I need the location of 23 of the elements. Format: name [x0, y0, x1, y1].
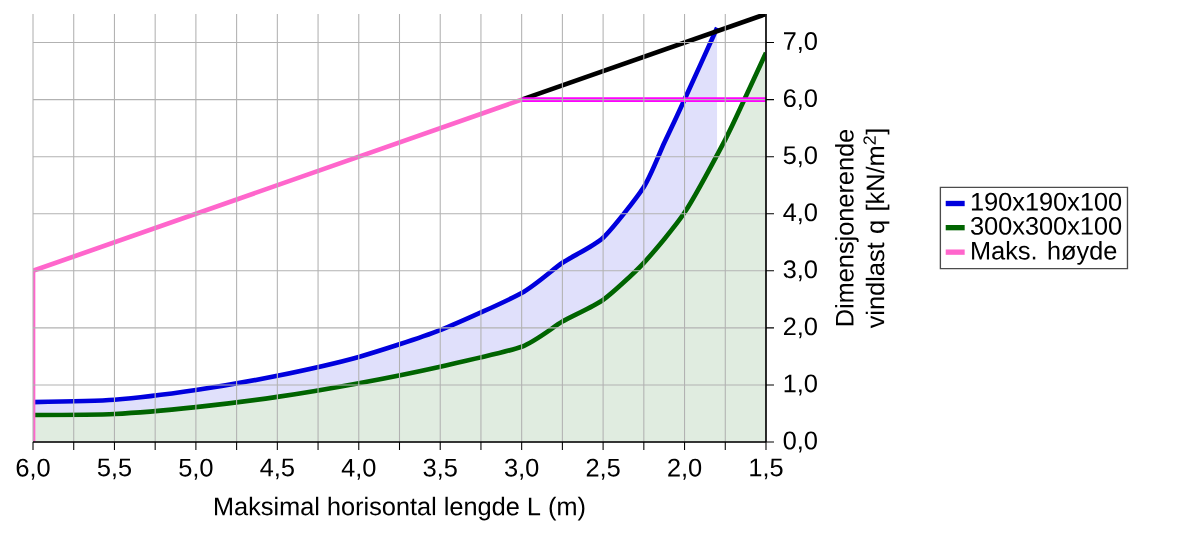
- y-tick-label: 4,0: [783, 203, 817, 225]
- x-tick-label: 4,5: [260, 458, 294, 480]
- legend-label: 190x190x100: [971, 192, 1122, 211]
- legend-label: 300x300x100: [970, 216, 1122, 235]
- y-tick-label: 0,0: [783, 431, 817, 453]
- x-tick-label: 6,0: [16, 458, 50, 480]
- y-tick-label: 7,0: [784, 32, 817, 53]
- x-tick-label: 4,0: [341, 458, 376, 480]
- y-tick-label: 2,0: [783, 317, 817, 339]
- y-tick-label: 6,0: [783, 89, 817, 111]
- x-axis-title: Maksimal horisontal lengde L (m): [215, 496, 585, 521]
- x-tick-label: 1,5: [750, 458, 783, 480]
- y-tick-label: 5,0: [783, 146, 817, 168]
- y-tick-label: 3,0: [783, 260, 817, 282]
- y-axis-title: Dimensjonerende vindlast q [kN/m$^{2}$]: [835, 129, 890, 329]
- x-tick-label: 3,5: [423, 458, 457, 480]
- x-tick-label: 2,0: [668, 458, 702, 480]
- y-tick-label: 1,0: [784, 374, 817, 396]
- x-tick-label: 2,5: [586, 458, 620, 480]
- x-tick-label: 5,0: [179, 458, 213, 480]
- legend-label: Maks. høyde: [972, 241, 1117, 265]
- x-tick-label: 5,5: [97, 458, 131, 480]
- x-tick-label: 3,0: [505, 458, 539, 480]
